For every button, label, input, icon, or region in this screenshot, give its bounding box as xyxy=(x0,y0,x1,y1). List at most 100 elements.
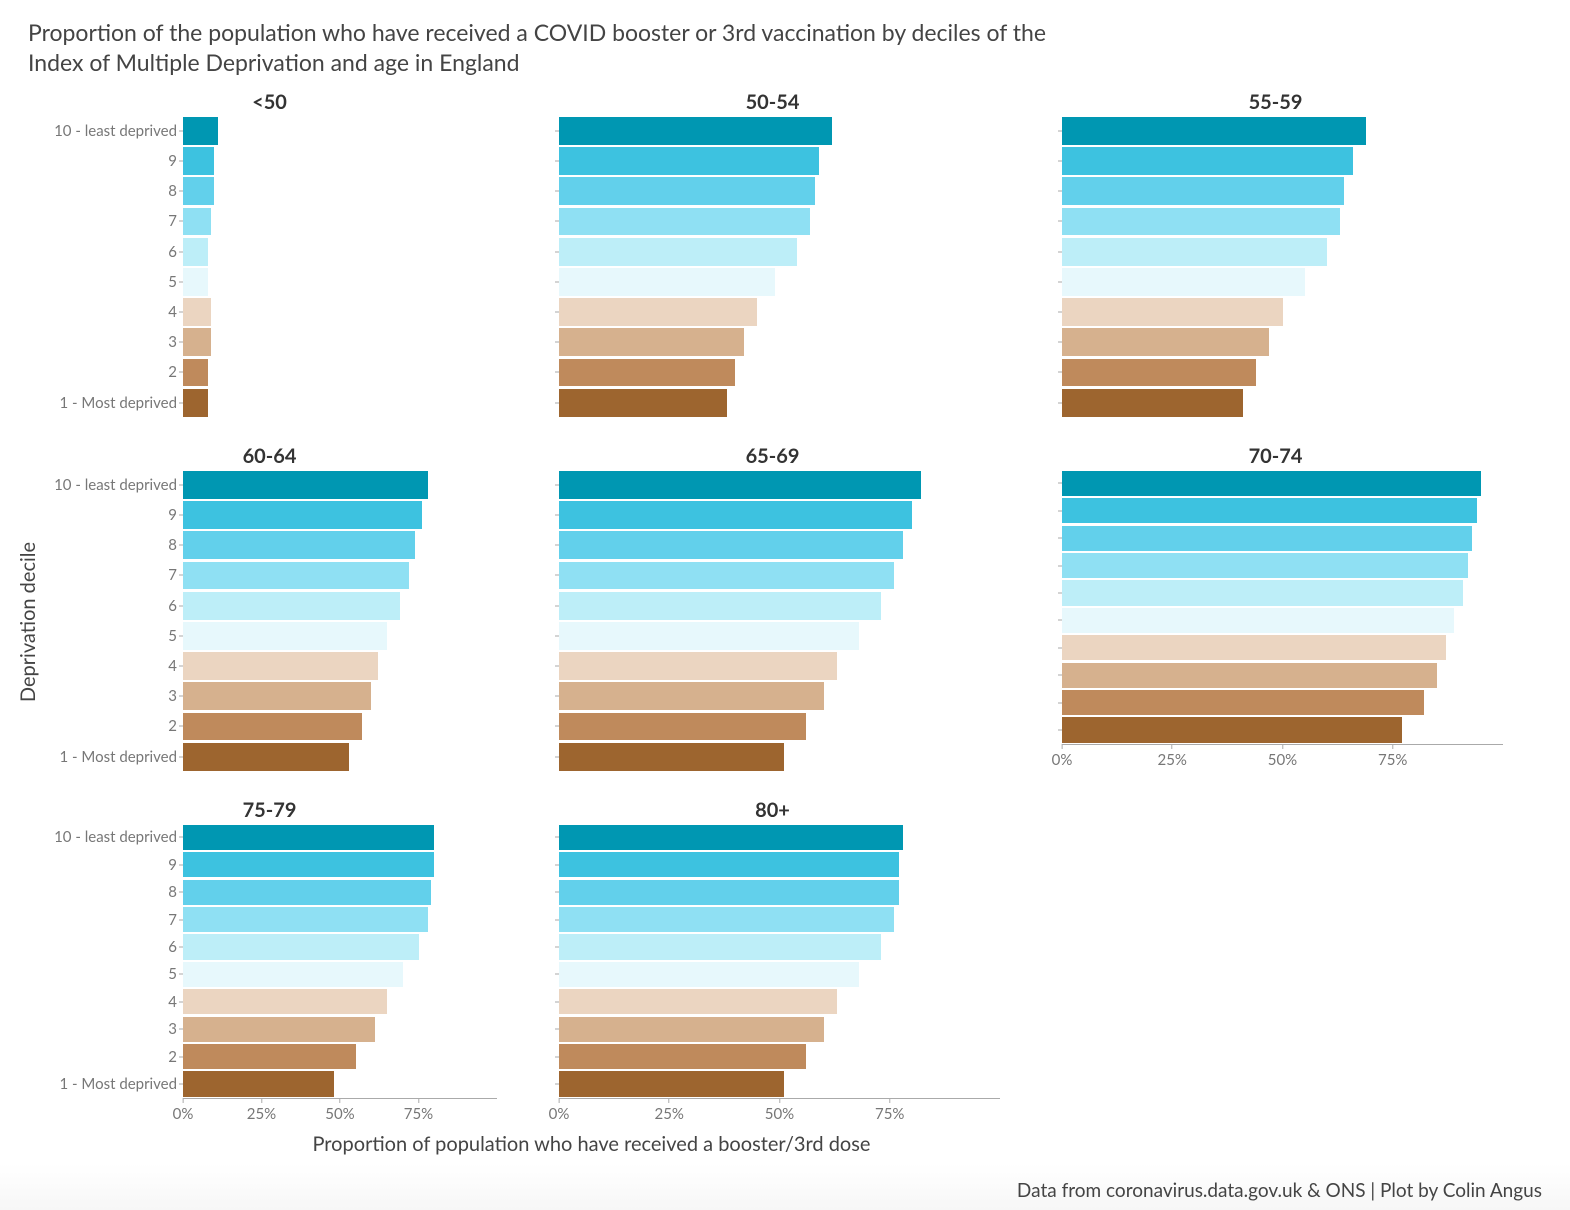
xtick-label: 75% xyxy=(404,1105,433,1123)
bar-row xyxy=(1062,267,1503,297)
bar-row xyxy=(559,824,1000,851)
bar-row xyxy=(1062,552,1503,579)
panel-65_69: 65-69 xyxy=(541,446,1004,776)
panel-plot: 10 - least deprived987654321 - Most depr… xyxy=(183,116,497,418)
ytick-mark xyxy=(1058,281,1062,282)
bar xyxy=(559,238,797,266)
ytick-mark xyxy=(1058,730,1062,731)
ytick-mark xyxy=(555,726,559,727)
bar-row xyxy=(559,681,1000,711)
ytick-mark xyxy=(555,864,559,865)
ytick-mark xyxy=(555,1029,559,1030)
ytick-mark xyxy=(555,161,559,162)
bar-row xyxy=(559,116,1000,146)
xtick: 25% xyxy=(655,1098,684,1123)
bar xyxy=(183,147,214,175)
bar-row xyxy=(1062,327,1503,357)
bar xyxy=(559,743,784,771)
ytick-mark xyxy=(555,545,559,546)
ytick-mark xyxy=(555,372,559,373)
bar xyxy=(559,471,921,499)
ytick-label: 5 xyxy=(168,627,183,645)
bar-row xyxy=(559,651,1000,681)
chart-page: Proportion of the population who have re… xyxy=(0,0,1570,1210)
xtick: 75% xyxy=(875,1098,904,1123)
ytick-label: 10 - least deprived xyxy=(54,122,183,140)
xtick-label: 25% xyxy=(247,1105,276,1123)
bar xyxy=(183,592,400,620)
ytick-mark xyxy=(555,281,559,282)
bar-row xyxy=(1062,662,1503,689)
ytick-label: 9 xyxy=(168,152,183,170)
xtick-mark xyxy=(261,1098,262,1103)
ytick-label: 8 xyxy=(168,883,183,901)
bar-row xyxy=(183,1016,497,1043)
bar-row xyxy=(559,530,1000,560)
bar-row xyxy=(1062,497,1503,524)
bar-row xyxy=(559,206,1000,236)
bar-row xyxy=(183,500,497,530)
bar-row xyxy=(1062,116,1503,146)
panel-grid: Deprivation decile Proportion of populat… xyxy=(38,92,1528,1152)
ytick-mark xyxy=(555,635,559,636)
bar-row xyxy=(1062,388,1503,418)
bar-row xyxy=(559,988,1000,1015)
bar xyxy=(183,359,208,387)
xtick: 50% xyxy=(325,1098,354,1123)
bar-row xyxy=(1062,579,1503,606)
bar-row xyxy=(1062,146,1503,176)
bar-row xyxy=(1062,689,1503,716)
bar xyxy=(1062,498,1477,523)
bar-row xyxy=(183,267,497,297)
bar-row xyxy=(559,357,1000,387)
bar-row xyxy=(183,146,497,176)
panel-title: 60-64 xyxy=(38,444,501,468)
bar xyxy=(1062,471,1481,496)
ytick-mark xyxy=(555,342,559,343)
ytick-label: 4 xyxy=(168,657,183,675)
panel-plot xyxy=(559,824,1000,1098)
ytick-label: 2 xyxy=(168,363,183,381)
xtick-label: 0% xyxy=(1052,751,1073,769)
ytick-label: 9 xyxy=(168,856,183,874)
bar xyxy=(559,1044,806,1069)
bar xyxy=(559,562,894,590)
bar-row xyxy=(559,297,1000,327)
bar xyxy=(1062,268,1305,296)
ytick-label: 8 xyxy=(168,182,183,200)
bar xyxy=(559,117,832,145)
ytick-label: 5 xyxy=(168,273,183,291)
ytick-label: 2 xyxy=(168,717,183,735)
bar xyxy=(183,389,208,417)
bar xyxy=(1062,147,1353,175)
bar xyxy=(1062,177,1344,205)
ytick-mark xyxy=(555,696,559,697)
xtick: 0% xyxy=(173,1098,194,1123)
ytick-mark xyxy=(1058,565,1062,566)
x-axis: 0%25%50%75% xyxy=(183,1098,497,1130)
bar-row xyxy=(183,1070,497,1097)
ytick-mark xyxy=(1058,251,1062,252)
bar xyxy=(183,298,211,326)
panel-70_74: 70-740%25%50%75% xyxy=(1044,446,1507,776)
bar xyxy=(559,389,727,417)
ytick-label: 3 xyxy=(168,333,183,351)
bar-row xyxy=(559,327,1000,357)
bar-row xyxy=(1062,237,1503,267)
panel-plot: 10 - least deprived987654321 - Most depr… xyxy=(183,470,497,772)
panel-80plus: 80+0%25%50%75% xyxy=(541,800,1004,1130)
xtick: 25% xyxy=(1158,744,1187,769)
bar-row xyxy=(183,933,497,960)
bar xyxy=(183,713,362,741)
ytick-mark xyxy=(1058,402,1062,403)
bar-row xyxy=(1062,525,1503,552)
xtick-label: 50% xyxy=(1268,751,1297,769)
xtick-mark xyxy=(1392,744,1393,749)
panel-60_64: 60-6410 - least deprived987654321 - Most… xyxy=(38,446,501,776)
bar xyxy=(1062,389,1243,417)
ytick-mark xyxy=(555,130,559,131)
xtick-mark xyxy=(182,1098,183,1103)
xtick-mark xyxy=(1061,744,1062,749)
xtick-label: 75% xyxy=(1378,751,1407,769)
bar xyxy=(559,907,894,932)
